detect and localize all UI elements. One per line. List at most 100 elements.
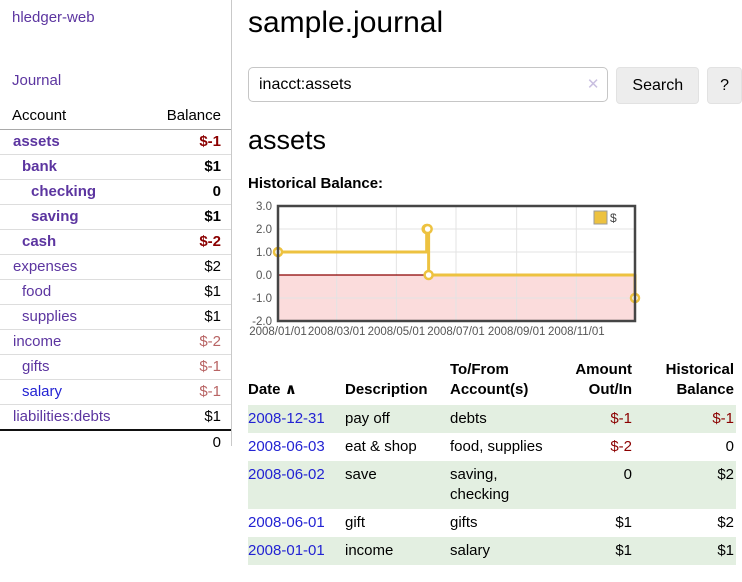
historical-balance-chart: $3.0 2.0 1.0 0.0 -1.0 -2.0 2008/01/01 2008/03/0… [245, 199, 742, 345]
svg-text:2008/09/01: 2008/09/01 [488, 326, 546, 338]
account-balance: $2 [204, 258, 221, 275]
account-row: bank $1 [0, 155, 231, 180]
accounts-total-row: 0 [0, 430, 231, 455]
account-row: supplies $1 [0, 305, 231, 330]
transaction-accounts: food, supplies [450, 438, 543, 455]
transaction-description: income [345, 542, 394, 559]
register-header-accounts: To/From Account(s) [450, 361, 529, 398]
transaction-amount: $1 [615, 542, 632, 559]
svg-text:2.0: 2.0 [256, 224, 272, 236]
accounts-total-spacer [0, 430, 146, 455]
transaction-date-link[interactable]: 2008-06-01 [248, 514, 325, 531]
clear-search-icon[interactable]: ✕ [586, 76, 600, 93]
account-row: gifts $-1 [0, 355, 231, 380]
account-link[interactable]: cash [22, 233, 57, 250]
transaction-date-link[interactable]: 2008-01-01 [248, 542, 325, 559]
register-header-amount: Amount Out/In [575, 361, 632, 398]
account-link[interactable]: checking [31, 183, 97, 200]
account-balance: $1 [204, 208, 221, 225]
account-row: salary $-1 [0, 380, 231, 405]
transaction-description: pay off [345, 410, 390, 427]
search-button[interactable]: Search [616, 67, 700, 104]
svg-text:2008/01/01: 2008/01/01 [249, 326, 307, 338]
transaction-balance: $1 [717, 542, 734, 559]
transaction-date-link[interactable]: 2008-12-31 [248, 410, 325, 427]
transaction-row: 2008-12-31 pay off debts $-1 $-1 [248, 405, 736, 433]
search-input[interactable] [248, 67, 609, 102]
accounts-total-value: 0 [212, 434, 221, 451]
register-header-description: Description [345, 381, 428, 398]
transaction-row: 2008-06-01 gift gifts $1 $2 [248, 509, 736, 537]
transaction-amount: $-1 [610, 410, 632, 427]
svg-text:$: $ [610, 211, 617, 225]
sidebar: hledger-web Journal Account Balance asse… [0, 0, 231, 455]
account-balance: $1 [204, 283, 221, 300]
account-row: saving $1 [0, 205, 231, 230]
account-link[interactable]: bank [22, 158, 58, 175]
account-balance: $-1 [199, 358, 221, 375]
register-header-balance: Historical Balance [665, 361, 734, 398]
svg-text:0.0: 0.0 [256, 270, 272, 282]
transaction-accounts: saving, checking [450, 466, 510, 503]
transaction-row: 2008-06-02 save saving, checking 0 $2 [248, 461, 736, 509]
account-link[interactable]: income [13, 333, 62, 350]
svg-text:2008/07/01: 2008/07/01 [427, 326, 485, 338]
svg-text:-2.0: -2.0 [252, 316, 272, 328]
search-form: ✕ Search ? [248, 67, 742, 104]
svg-text:3.0: 3.0 [256, 201, 272, 213]
page-title: sample.journal [248, 6, 444, 39]
account-row: checking 0 [0, 180, 231, 205]
transaction-balance: 0 [725, 438, 734, 455]
transaction-date-link[interactable]: 2008-06-02 [248, 466, 325, 483]
account-row: food $1 [0, 280, 231, 305]
transaction-row: 2008-06-03 eat & shop food, supplies $-2 0 [248, 433, 736, 461]
account-balance: $-1 [199, 383, 221, 400]
transaction-amount: 0 [623, 466, 632, 483]
transaction-accounts: debts [450, 410, 487, 427]
account-balance: $-2 [199, 233, 221, 250]
account-link[interactable]: saving [31, 208, 79, 225]
transaction-description: eat & shop [345, 438, 417, 455]
transaction-balance: $-1 [712, 410, 734, 427]
chart-label: Historical Balance: [248, 175, 384, 192]
svg-text:2008/03/01: 2008/03/01 [308, 326, 366, 338]
svg-text:-1.0: -1.0 [252, 293, 272, 305]
accounts-header-balance: Balance [146, 104, 231, 130]
transaction-description: save [345, 466, 377, 483]
account-balance: $-2 [199, 333, 221, 350]
register-header-date[interactable]: Date ∧ [248, 381, 297, 398]
account-link[interactable]: food [22, 283, 52, 300]
sidebar-divider [231, 0, 232, 446]
svg-text:1.0: 1.0 [256, 247, 272, 259]
sidebar-item-journal[interactable]: Journal [12, 72, 62, 89]
account-balance: $1 [204, 158, 221, 175]
main-content: sample.journal ✕ Search ? assets Histori… [248, 0, 742, 565]
account-link[interactable]: expenses [13, 258, 78, 275]
account-row: liabilities:debts $1 [0, 405, 231, 430]
account-balance: 0 [212, 183, 221, 200]
account-link[interactable]: supplies [22, 308, 78, 325]
account-balance: $1 [204, 408, 221, 425]
transaction-description: gift [345, 514, 366, 531]
account-link[interactable]: gifts [22, 358, 50, 375]
help-button[interactable]: ? [707, 67, 742, 104]
transaction-accounts: gifts [450, 514, 478, 531]
account-row: expenses $2 [0, 255, 231, 280]
transaction-amount: $1 [615, 514, 632, 531]
transaction-row: 2008-01-01 income salary $1 $1 [248, 537, 736, 565]
account-balance: $-1 [199, 133, 221, 150]
account-link[interactable]: assets [13, 133, 60, 150]
svg-text:2008/11/01: 2008/11/01 [548, 326, 605, 338]
account-link[interactable]: liabilities:debts [13, 408, 111, 425]
account-row: cash $-2 [0, 230, 231, 255]
app-brand-link[interactable]: hledger-web [12, 9, 95, 26]
accounts-table: Account Balance assets $-1 bank $1 checking 0… [0, 104, 231, 455]
account-row: income $-2 [0, 330, 231, 355]
transaction-balance: $2 [717, 466, 734, 483]
account-link[interactable]: salary [22, 383, 63, 400]
sort-ascending-icon: ∧ [284, 381, 297, 398]
account-balance: $1 [204, 308, 221, 325]
account-row: assets $-1 [0, 130, 231, 155]
register-table: Date ∧ Description To/From Account(s) Am… [248, 358, 736, 565]
transaction-date-link[interactable]: 2008-06-03 [248, 438, 325, 455]
